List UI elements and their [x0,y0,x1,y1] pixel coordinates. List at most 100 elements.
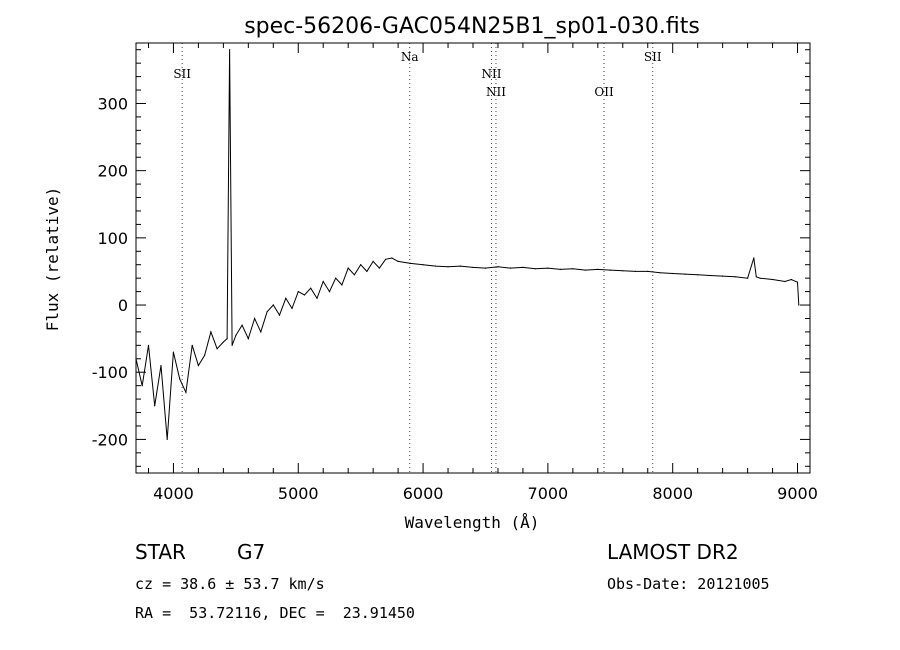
y-tick-label: 100 [97,229,128,248]
flux-data-point [410,262,412,264]
chart-title: spec-56206-GAC054N25B1_sp01-030.fits [244,14,700,39]
spectral-line-label: OII [594,85,614,99]
flux-data-point [697,274,699,276]
flux-data-point [684,273,686,275]
flux-data-point [229,49,231,51]
flux-data-point [634,270,636,272]
flux-data-point [235,334,237,336]
flux-data-point [753,257,755,259]
object-subclass: G7 [237,540,266,564]
flux-data-point [722,275,724,277]
flux-data-point [166,438,168,440]
flux-data-point [160,364,162,367]
flux-data-point [747,277,749,279]
flux-data-point [547,267,549,269]
flux-data-point [285,297,287,299]
flux-data-point [391,257,393,259]
flux-data-point [484,267,487,269]
flux-data-point [572,268,574,270]
x-tick-label: 5000 [278,484,319,503]
x-tick-label: 6000 [403,484,444,503]
x-tick-label: 8000 [652,484,693,503]
flux-data-point [353,274,355,276]
flux-data-point [447,266,449,268]
flux-data-point [226,338,228,340]
flux-data-point [222,341,224,343]
flux-data-point [534,268,537,270]
series-layer [135,49,800,440]
plot-frame [135,42,811,474]
flux-data-point [672,272,674,275]
flux-data-point [291,307,293,309]
flux-data-point [509,267,511,269]
flux-data-point [310,287,312,289]
flux-data-point [360,264,362,266]
spectral-line-label: NII [481,67,501,81]
x-tick-label: 4000 [153,484,194,503]
spectral-line-label: NII [486,85,506,99]
flux-data-point [210,331,212,333]
flux-data-point [784,280,786,283]
flux-data-point [798,304,800,306]
flux-data-point [266,311,268,313]
x-axis-label: Wavelength (Å) [405,513,540,532]
x-axis: 4000 5000 6000 7000 8000 9000 [147,43,818,503]
flux-data-point [622,270,624,272]
flux-data-point [303,294,306,296]
flux-data-point [216,348,218,350]
flux-data-point [247,338,249,340]
flux-data-point [254,317,256,320]
redshift-velocity: cz = 38.6 ± 53.7 km/s [135,575,325,593]
flux-data-point [147,344,150,346]
flux-data-point [472,266,474,268]
observation-date: Obs-Date: 20121005 [607,575,770,593]
flux-data-point [609,269,611,271]
flux-data-point [584,269,586,271]
y-axis-label: Flux (relative) [43,187,62,332]
spectral-line-label: SII [173,67,191,81]
y-tick-label: 200 [97,162,128,181]
flux-data-point [772,278,774,281]
flux-data-point [260,331,262,333]
spectral-line-label: Na [401,50,419,64]
flux-data-point [335,277,337,279]
flux-data-point [366,270,368,272]
x-tick-label: 9000 [777,484,818,503]
flux-data-point [709,274,711,277]
spectral-line-markers: SII Na NII NII OII SII [173,43,662,473]
flux-data-point [385,258,387,260]
flux-data-point [347,267,349,269]
y-tick-label: 0 [118,296,128,315]
flux-data-point [790,278,792,281]
flux-data-point [647,270,649,272]
flux-data-point [191,344,193,346]
flux-data-point [231,344,233,346]
flux-data-point [459,265,462,267]
flux-data-point [397,260,399,262]
flux-data-point [185,391,187,393]
flux-data-point [341,284,343,286]
flux-data-point [734,276,736,278]
flux-data-point [154,405,156,407]
y-tick-label: -200 [92,430,128,449]
flux-data-point [659,272,661,274]
flux-data-point [278,314,281,316]
spectral-line-label: SII [644,50,662,64]
flux-data-point [172,351,174,353]
flux-data-point [272,304,274,306]
flux-data-point [179,378,181,380]
y-tick-label: 300 [97,94,128,113]
flux-data-point [322,280,324,283]
flux-data-point [197,364,199,367]
survey-name: LAMOST DR2 [607,540,739,564]
object-class: STAR [135,540,186,564]
flux-data-point [378,267,380,269]
flux-data-point [204,354,206,356]
sky-coordinates: RA = 53.72116, DEC = 23.91450 [135,604,415,622]
flux-data-point [422,264,424,266]
flux-data-point [435,265,437,267]
flux-data-point [316,297,318,299]
flux-data-point [141,385,143,387]
flux-data-point [328,291,331,293]
